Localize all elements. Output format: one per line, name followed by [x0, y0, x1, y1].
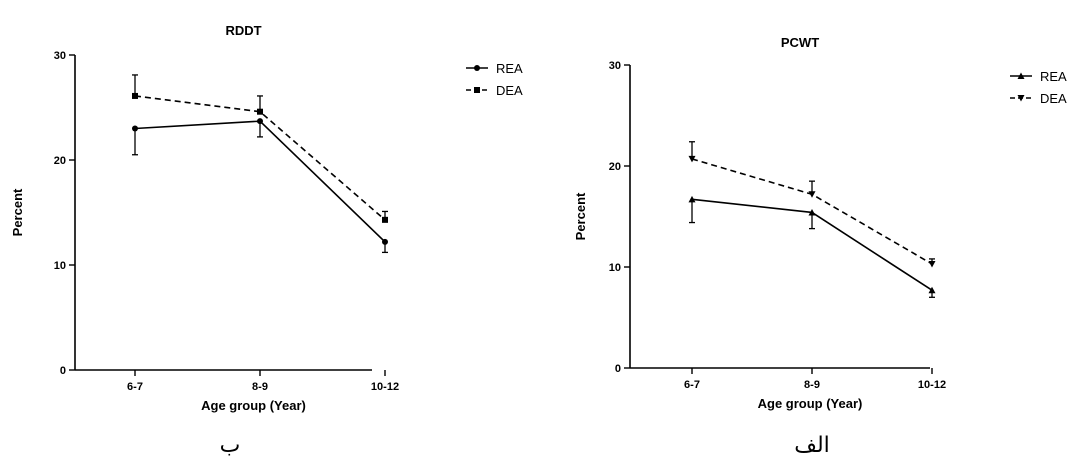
x-tick-label: 6-7	[127, 381, 143, 393]
data-point	[928, 260, 936, 268]
data-point	[688, 155, 696, 163]
data-point	[808, 191, 816, 198]
legend-label: DEA	[1040, 91, 1067, 106]
data-point	[257, 108, 263, 115]
y-tick-label: 0	[60, 365, 66, 377]
data-point	[382, 238, 388, 245]
y-tick-label: 0	[615, 363, 621, 375]
figure-caption: ب	[220, 433, 241, 458]
y-tick-label: 20	[54, 155, 66, 167]
x-tick-label: 10-12	[371, 381, 399, 393]
chart-pcwt: PCWT 0 10 20 30 6-7 8-9 10-12 Age group (Year) Pe…	[573, 35, 1067, 458]
x-tick-label: 10-12	[918, 379, 946, 391]
data-point	[257, 118, 263, 125]
series-line	[134, 120, 386, 243]
data-point	[132, 92, 138, 99]
legend-label: REA	[1040, 69, 1067, 84]
x-tick-label: 8-9	[804, 379, 820, 391]
chart-title: PCWT	[781, 35, 819, 50]
legend-marker	[1017, 95, 1025, 102]
x-tick-label: 8-9	[252, 381, 268, 393]
data-point	[808, 208, 816, 216]
figure-caption: الف	[794, 433, 830, 458]
series-rea: REA	[132, 61, 523, 254]
y-tick-label: 10	[609, 262, 621, 274]
legend-marker	[474, 65, 480, 71]
x-axis-label: Age group (Year)	[201, 398, 306, 413]
legend-marker	[1017, 72, 1025, 79]
series-rea: REA	[688, 69, 1067, 298]
chart-title: RDDT	[225, 23, 261, 38]
legend-marker	[474, 87, 480, 93]
data-point	[688, 195, 696, 203]
data-point	[382, 216, 388, 223]
series-dea: DEA	[688, 91, 1067, 268]
data-point	[928, 286, 936, 294]
x-tick-label: 6-7	[684, 379, 700, 391]
y-tick-label: 30	[609, 60, 621, 72]
x-axis-label: Age group (Year)	[758, 396, 863, 411]
legend-label: REA	[496, 61, 523, 76]
legend-label: DEA	[496, 83, 523, 98]
y-tick-label: 10	[54, 260, 66, 272]
data-point	[132, 125, 138, 132]
series-dea: DEA	[132, 74, 523, 223]
y-axis-label: Percent	[573, 192, 588, 240]
y-tick-label: 30	[54, 50, 66, 62]
y-tick-label: 20	[609, 161, 621, 173]
y-axis-label: Percent	[10, 188, 25, 236]
chart-rddt: RDDT 0 10 20 30 6-7 8-9 10-12 Age group (Year) Pe…	[10, 23, 523, 458]
